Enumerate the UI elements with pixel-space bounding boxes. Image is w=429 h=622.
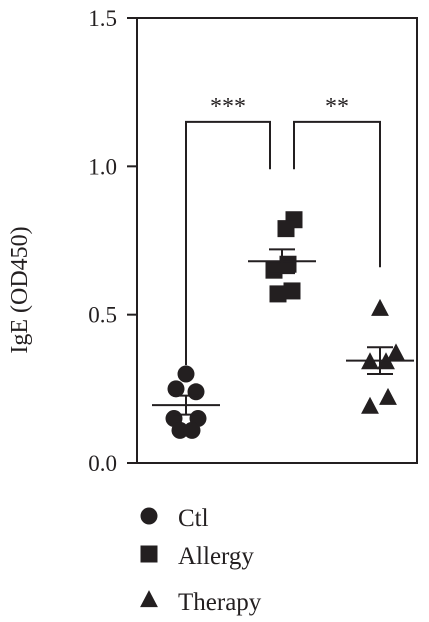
legend-marker-therapy: [140, 590, 158, 608]
legend-marker-ctl: [140, 507, 158, 525]
legend: Ctl Allergy Therapy: [140, 505, 262, 616]
significance-label: **: [325, 94, 349, 120]
y-axis-label: IgE (OD450): [7, 226, 33, 353]
data-point-allergy: [279, 255, 297, 273]
data-point-allergy: [283, 282, 301, 300]
plot-frame: [136, 17, 418, 464]
y-tick-label: 0.0: [88, 451, 117, 476]
axes: [136, 17, 418, 464]
data-point-ctl: [177, 365, 195, 383]
y-axis-ticks: 0.0 0.5 1.0 1.5: [88, 6, 137, 476]
data-point-therapy: [371, 298, 389, 316]
significance-label: ***: [210, 94, 246, 120]
significance-bracket: [293, 120, 381, 268]
data-points: [165, 211, 405, 439]
legend-label-ctl: Ctl: [178, 505, 209, 532]
significance-brackets: *** **: [185, 94, 381, 366]
y-tick-label: 1.5: [88, 6, 117, 31]
data-point-ctl: [183, 421, 201, 439]
y-tick-label: 0.5: [88, 303, 117, 328]
error-bars: [152, 248, 414, 416]
data-point-therapy: [361, 396, 379, 414]
significance-bracket: [185, 120, 271, 366]
data-point-ctl: [187, 383, 205, 401]
y-tick-label: 1.0: [88, 154, 117, 179]
data-point-allergy: [265, 261, 283, 279]
data-point-allergy: [269, 285, 287, 303]
legend-label-therapy: Therapy: [178, 589, 262, 616]
data-point-therapy: [379, 387, 397, 405]
data-point-ctl: [167, 380, 185, 398]
data-point-therapy: [387, 343, 405, 361]
data-point-allergy: [277, 220, 295, 238]
data-point-ctl: [171, 421, 189, 439]
legend-label-allergy: Allergy: [178, 543, 254, 570]
legend-marker-allergy: [140, 545, 158, 563]
